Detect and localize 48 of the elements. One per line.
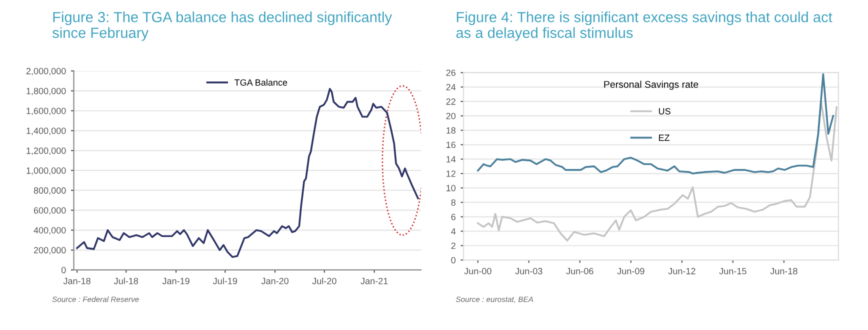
y-tick-label: 2,000,000 bbox=[26, 68, 66, 76]
y-tick-label: 1,400,000 bbox=[26, 128, 66, 136]
x-tick-label: Jun-00 bbox=[464, 268, 492, 274]
x-tick-label: Jun-18 bbox=[770, 268, 798, 274]
y-tick-label: 24 bbox=[446, 84, 456, 90]
x-tick-label: Jan-21 bbox=[360, 278, 388, 284]
y-tick-label: 400,000 bbox=[34, 227, 66, 235]
y-tick-label: 14 bbox=[446, 156, 456, 162]
y-tick-label: 4 bbox=[451, 228, 456, 234]
y-tick-label: 800,000 bbox=[34, 187, 66, 195]
x-tick-label: Jun-12 bbox=[668, 268, 696, 274]
y-tick-label: 20 bbox=[446, 112, 456, 120]
legend-label: US bbox=[658, 108, 670, 114]
y-tick-label: 1,600,000 bbox=[26, 108, 66, 116]
y-tick-label: 22 bbox=[446, 98, 456, 105]
y-tick-label: 0 bbox=[61, 266, 66, 274]
x-tick-label: Jul-18 bbox=[114, 278, 138, 284]
y-tick-label: 12 bbox=[446, 170, 456, 177]
legend-label: EZ bbox=[659, 134, 670, 141]
y-tick-label: 1,800,000 bbox=[26, 88, 66, 96]
legend-title: Personal Savings rate bbox=[604, 80, 698, 90]
y-tick-label: 18 bbox=[446, 127, 456, 134]
line-series bbox=[476, 100, 838, 242]
y-tick-label: 10 bbox=[446, 184, 456, 192]
y-tick-label: 16 bbox=[446, 142, 456, 148]
x-tick-label: Jun-06 bbox=[566, 268, 594, 274]
x-tick-label: Jul-20 bbox=[312, 278, 336, 284]
x-tick-label: Jan-19 bbox=[162, 278, 190, 284]
y-tick-label: 26 bbox=[446, 70, 456, 76]
line-series bbox=[476, 73, 834, 174]
y-tick-label: 0 bbox=[451, 257, 456, 264]
x-tick-label: Jul-19 bbox=[212, 278, 238, 284]
x-tick-label: Jun-03 bbox=[515, 268, 542, 274]
y-tick-label: 8 bbox=[451, 199, 456, 206]
chart-title: Figure 3: The TGA balance has declined significantly since February bbox=[52, 12, 392, 41]
legend-label: TGA Balance bbox=[234, 79, 288, 86]
y-tick-label: 1,200,000 bbox=[26, 148, 66, 155]
x-tick-label: Jan-20 bbox=[261, 278, 288, 284]
y-tick-label: 600,000 bbox=[34, 207, 66, 215]
x-tick-label: Jun-09 bbox=[617, 268, 644, 274]
x-tick-label: Jun-15 bbox=[719, 268, 746, 274]
y-tick-label: 200,000 bbox=[34, 247, 66, 254]
x-tick-label: Jan-18 bbox=[63, 278, 90, 284]
y-tick-label: 2 bbox=[451, 242, 456, 249]
chart-title: Figure 4: There is significant excess savings that could act as a delayed fiscal stimulus bbox=[456, 12, 832, 41]
y-tick-label: 6 bbox=[451, 214, 456, 220]
line-series bbox=[76, 88, 419, 258]
y-tick-label: 1,000,000 bbox=[26, 167, 66, 175]
